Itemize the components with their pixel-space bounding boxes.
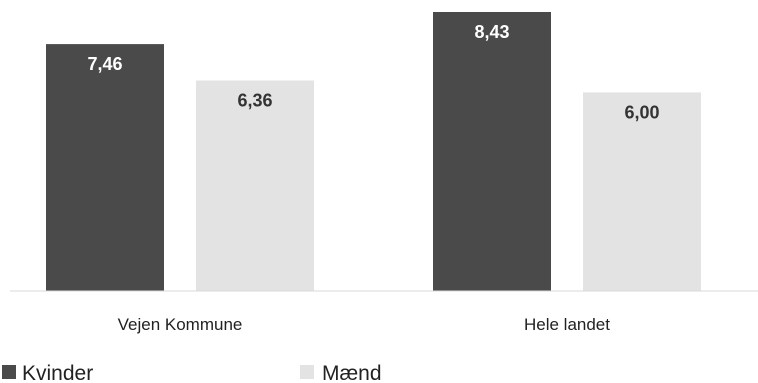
category-label-hele-landet: Hele landet (524, 315, 610, 334)
category-labels-group: Vejen Kommune Hele landet (118, 315, 611, 334)
legend-swatch-kvinder (2, 365, 16, 379)
legend: Kvinder Mænd (2, 362, 382, 383)
category-label-vejen-kommune: Vejen Kommune (118, 315, 243, 334)
bars-group (46, 12, 701, 291)
bar-m-nd-vejen-kommune (196, 81, 314, 291)
legend-swatch-m-nd (300, 365, 314, 379)
data-label-m-nd-hele-landet: 6,00 (624, 102, 659, 122)
data-label-kvinder-vejen-kommune: 7,46 (87, 54, 122, 74)
bar-labels-group: 7,46 6,36 8,43 6,00 (87, 22, 659, 122)
bar-kvinder-hele-landet (433, 12, 551, 291)
data-label-kvinder-hele-landet: 8,43 (474, 22, 509, 42)
data-label-m-nd-vejen-kommune: 6,36 (237, 91, 272, 111)
legend-label-m-nd: Mænd (322, 362, 382, 383)
legend-label-kvinder: Kvinder (22, 362, 93, 383)
bar-kvinder-vejen-kommune (46, 44, 164, 291)
